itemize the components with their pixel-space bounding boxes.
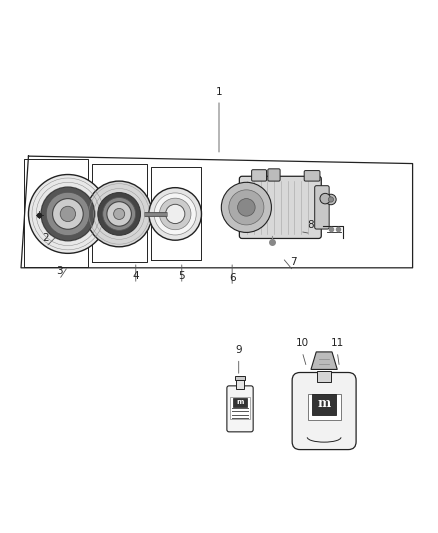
Circle shape (113, 208, 125, 220)
Circle shape (41, 187, 95, 241)
Bar (235, 376, 245, 380)
FancyBboxPatch shape (268, 169, 280, 181)
Circle shape (237, 199, 255, 216)
Circle shape (166, 204, 185, 223)
Circle shape (326, 194, 336, 205)
Bar (230, 397, 250, 419)
Text: 11: 11 (331, 338, 344, 349)
Polygon shape (311, 352, 337, 369)
Bar (236, 380, 244, 389)
Text: 5: 5 (178, 271, 185, 280)
Text: 7: 7 (290, 257, 297, 268)
Text: m: m (318, 397, 331, 410)
Text: 10: 10 (296, 338, 309, 349)
Bar (312, 394, 336, 415)
Circle shape (60, 206, 76, 222)
Circle shape (154, 193, 196, 235)
Circle shape (221, 182, 272, 232)
Circle shape (53, 199, 83, 229)
Text: 9: 9 (235, 345, 242, 355)
FancyBboxPatch shape (239, 176, 321, 238)
FancyBboxPatch shape (292, 373, 356, 449)
Text: 1: 1 (215, 86, 223, 96)
Circle shape (320, 193, 330, 204)
Text: 8: 8 (307, 220, 314, 230)
FancyBboxPatch shape (227, 386, 253, 432)
FancyBboxPatch shape (304, 171, 320, 181)
Text: m: m (237, 399, 244, 405)
Bar (317, 371, 331, 382)
Circle shape (229, 190, 264, 225)
Text: 2: 2 (42, 233, 49, 243)
Bar (307, 393, 340, 420)
Circle shape (107, 201, 131, 226)
Circle shape (86, 181, 152, 247)
Circle shape (46, 192, 89, 236)
Circle shape (149, 188, 201, 240)
Bar (233, 398, 247, 407)
Circle shape (328, 197, 334, 202)
Circle shape (98, 192, 141, 235)
Text: 3: 3 (56, 266, 63, 276)
Circle shape (102, 198, 136, 230)
FancyBboxPatch shape (314, 185, 329, 229)
Text: 4: 4 (132, 271, 139, 280)
Text: 6: 6 (229, 273, 236, 282)
Circle shape (159, 198, 191, 230)
FancyBboxPatch shape (251, 169, 266, 181)
Circle shape (28, 174, 107, 253)
